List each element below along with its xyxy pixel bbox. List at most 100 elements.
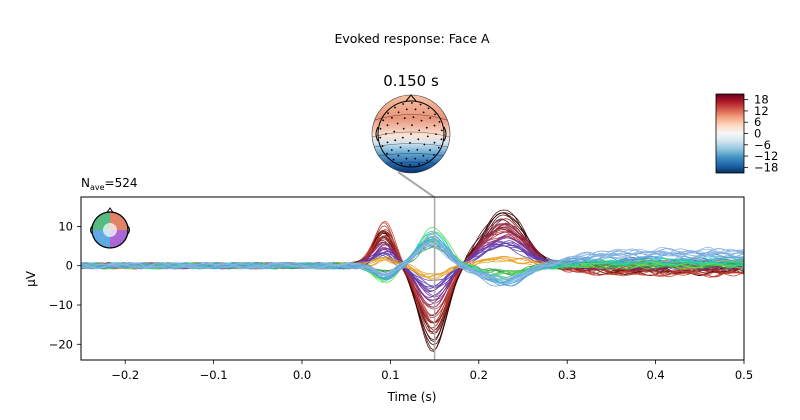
x-tick-label: 0.1 [381,368,399,382]
sensor-dot [440,129,443,132]
y-axis-ticks: 10 0 −10 −20 [49,219,81,351]
sensor-dot [381,145,384,148]
sensor-location-inset [90,207,130,249]
figure-suptitle: Evoked response: Face A [334,31,490,46]
sensor-dot [392,158,395,161]
sensor-dot [410,133,412,135]
sensor-dot [423,143,426,146]
head-ear-right [443,126,447,142]
sensor-dot [411,102,413,104]
axes-frame [80,196,745,361]
sensor-dot [402,103,404,105]
sensor-dot [405,108,408,111]
sensor-dot [433,124,436,127]
y-tick-label: 10 [58,219,73,233]
sensor-dot [435,133,437,136]
sensor-dot [397,111,400,114]
sensor-dot [425,126,428,129]
colorbar-tick-label: −12 [754,149,778,163]
sensor-dot [438,121,441,123]
x-tick-label: −0.2 [111,368,139,382]
sensor-dot [397,154,400,157]
sensor-dot [417,138,420,141]
sensor-dot [403,117,406,120]
sensor-dot [407,149,410,152]
nave-label: Nave=524 [81,176,138,192]
topomap-sensors [379,102,443,166]
sensor-dot [433,141,436,144]
sensor-dot [419,103,422,106]
colorbar-tick-label: 18 [754,93,769,107]
sensor-dot [401,136,404,139]
colorbar-tick-label: 12 [754,104,769,118]
sensor-dot [387,112,389,114]
sensor-dot [412,116,415,119]
sensor-dot [394,139,397,142]
sensor-dot [434,113,436,116]
sensor-dot [437,146,440,149]
evoked-trace [81,243,744,285]
sensor-dot [379,136,382,139]
sensor-dot [414,157,417,160]
sensor-dot [416,148,419,151]
sensor-dot [420,119,423,122]
sensor-dot [418,163,420,165]
sensor-dot [396,122,399,125]
evoked-trace [81,245,744,280]
evoked-trace [81,239,744,285]
sensor-dot [386,124,389,127]
x-tick-label: 0.2 [470,368,488,382]
sensor-dot [429,117,432,119]
sensor-dot [385,133,387,135]
sensor-dot [402,127,405,130]
sensor-dot [426,135,429,138]
sensor-dot [409,164,411,166]
topomap-connector [397,171,435,198]
x-tick-label: 0.5 [735,368,753,382]
evoked-axes: −0.2 −0.1 0.0 0.1 0.2 0.3 0.4 0.5 10 0 −10 −20 Tim… [24,196,753,404]
sensor-dot [393,130,396,133]
evoked-traces [81,209,744,352]
x-tick-label: 0.0 [293,368,311,382]
colorbar-tick-label: −6 [754,138,771,152]
sensor-dot [379,127,382,130]
sensor-dot [399,146,402,149]
sensor-dot [409,142,411,144]
sensor-dot [411,124,413,126]
sensor-dot [405,157,408,160]
sensor-dot [382,119,385,122]
y-axis-label: µV [24,270,38,287]
head-ear-left [375,126,379,142]
head-outline [377,100,445,168]
colorbar-tick-label: −18 [754,160,778,174]
sensor-dot [422,111,425,114]
x-tick-label: 0.3 [558,368,576,382]
y-tick-label: −20 [49,337,73,351]
sensor-dot [390,149,393,151]
sensor-dot [386,141,389,144]
sensor-dot [422,154,425,157]
topomap: 0.150 s [371,72,451,174]
sensor-dot [386,152,388,155]
x-axis-label: Time (s) [387,390,437,404]
sensor-dot [433,154,435,156]
colorbar-tick-label: 6 [754,115,761,129]
y-tick-label: 0 [66,259,73,273]
evoked-trace [81,241,744,279]
sensor-dot [440,138,443,141]
sensor-dot [414,108,417,111]
sensor-dot [426,159,428,162]
sensor-dot [394,106,396,109]
sensor-dot [400,162,403,165]
x-tick-label: 0.4 [646,368,664,382]
x-tick-label: −0.1 [200,368,228,382]
y-tick-label: −10 [49,298,73,312]
sensor-dot [427,107,430,110]
sensor-dot [429,149,431,152]
topomap-time-label: 0.150 s [383,72,439,90]
sensor-dot [418,129,421,132]
colorbar-tick-label: 0 [754,127,761,141]
x-axis-ticks: −0.2 −0.1 0.0 0.1 0.2 0.3 0.4 0.5 [111,360,753,382]
